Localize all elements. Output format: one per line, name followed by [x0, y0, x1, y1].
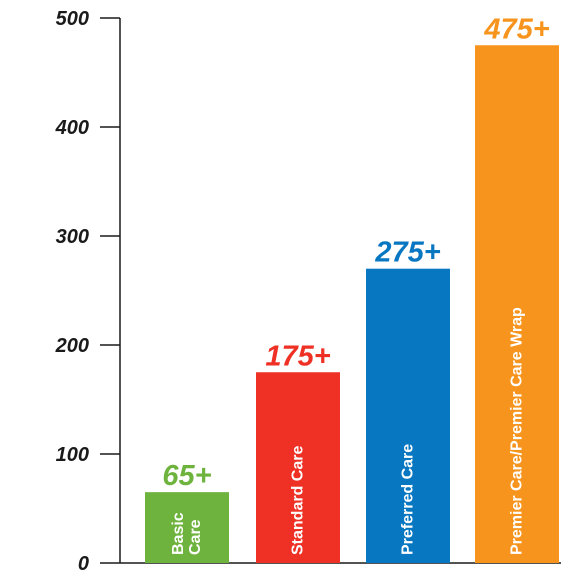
bar-category-label-line: Preferred Care [399, 444, 416, 555]
y-tick-label: 200 [55, 335, 89, 357]
y-tick-label: 500 [56, 8, 89, 30]
bar-category-label: Standard Care [289, 446, 306, 555]
bar-value-label: 275+ [374, 237, 440, 269]
bar-category-label-line: Care [187, 519, 204, 555]
bar-category-label: Premier Care/Premier Care Wrap [508, 307, 525, 555]
bar-category-label-line: Standard Care [289, 446, 306, 555]
bar-category-label-line: Premier Care/Premier Care Wrap [508, 307, 525, 555]
bar-value-label: 175+ [265, 340, 330, 372]
bars: 65+ BasicCare 175+ Standard Care 275+ Preferr… [145, 13, 559, 563]
y-tick-label: 100 [56, 444, 89, 466]
bar-category-label: Preferred Care [399, 444, 416, 555]
y-tick-label: 0 [78, 553, 89, 571]
y-tick-label: 300 [56, 226, 89, 248]
bar-value-label: 475+ [483, 13, 549, 45]
bar-category-label-line: Basic [170, 512, 187, 555]
bar-value-label: 65+ [162, 460, 211, 492]
y-tick-label: 400 [55, 117, 89, 139]
